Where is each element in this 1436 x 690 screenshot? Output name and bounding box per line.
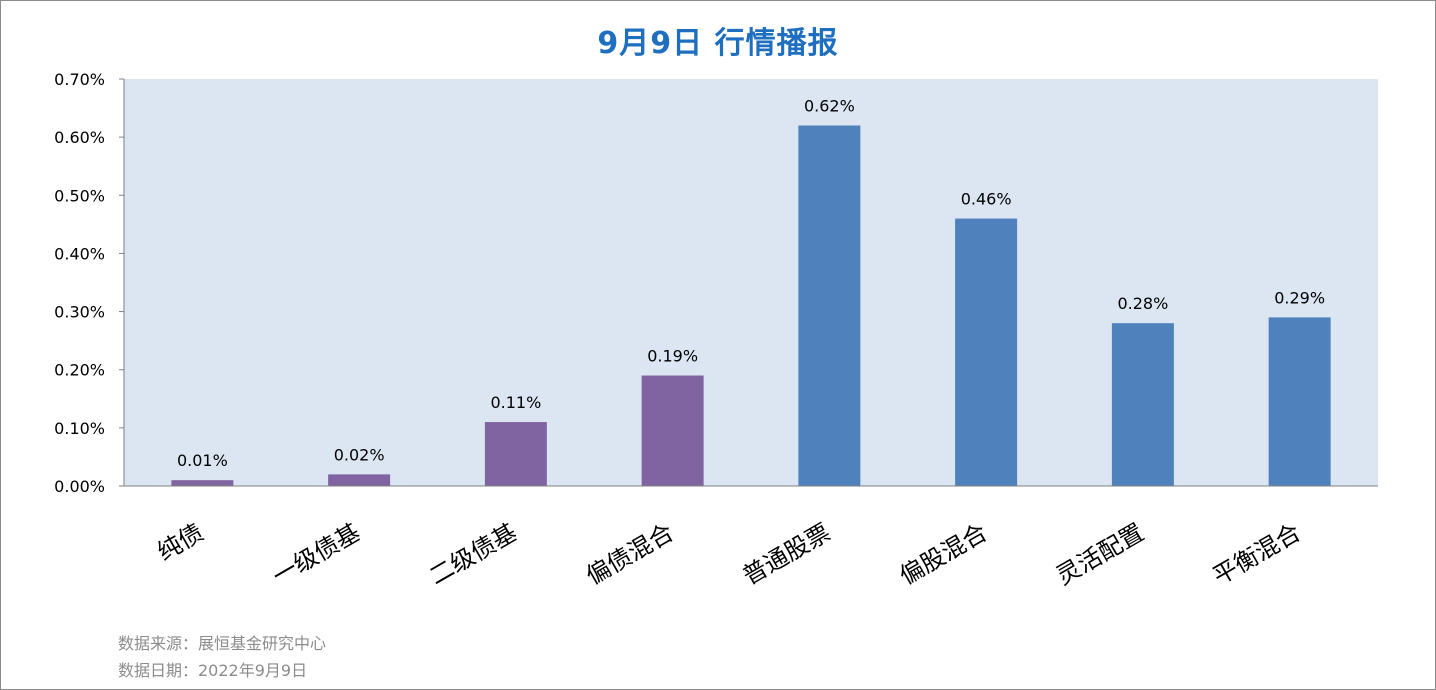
bar	[955, 218, 1018, 487]
data-label: 0.11%	[490, 393, 541, 412]
y-tick-label: 0.50%	[54, 186, 105, 205]
data-label: 0.19%	[647, 347, 698, 366]
bar	[1111, 323, 1174, 486]
bar	[171, 480, 234, 486]
category-label: 二级债基	[425, 518, 522, 590]
y-tick-label: 0.00%	[54, 477, 105, 496]
data-label: 0.46%	[961, 190, 1012, 209]
data-label: 0.29%	[1274, 288, 1325, 307]
data-label: 0.01%	[177, 451, 228, 470]
data-label: 0.62%	[804, 97, 855, 116]
bar	[328, 474, 391, 486]
y-tick-label: 0.10%	[54, 419, 105, 438]
y-tick-label: 0.70%	[54, 70, 105, 89]
category-label: 纯债	[153, 518, 209, 566]
data-label: 0.02%	[334, 445, 385, 464]
y-tick-label: 0.30%	[54, 303, 105, 322]
y-tick-label: 0.40%	[54, 244, 105, 263]
category-label: 平衡混合	[1208, 518, 1305, 590]
category-label: 偏股混合	[895, 518, 992, 590]
data-source-note: 数据来源：展恒基金研究中心	[118, 634, 327, 653]
bar	[484, 422, 547, 486]
category-label: 一级债基	[268, 518, 365, 590]
category-label: 普通股票	[738, 518, 835, 590]
category-label: 偏债混合	[581, 518, 678, 590]
y-tick-label: 0.20%	[54, 361, 105, 380]
chart-title: 9月9日 行情播报	[597, 26, 839, 61]
data-date-note: 数据日期：2022年9月9日	[118, 661, 308, 680]
plot-area	[124, 79, 1378, 486]
bar	[798, 125, 861, 486]
bar	[1268, 317, 1331, 486]
data-label: 0.28%	[1117, 294, 1168, 313]
category-label: 灵活配置	[1052, 518, 1149, 590]
y-tick-label: 0.60%	[54, 128, 105, 147]
bar	[641, 375, 704, 486]
